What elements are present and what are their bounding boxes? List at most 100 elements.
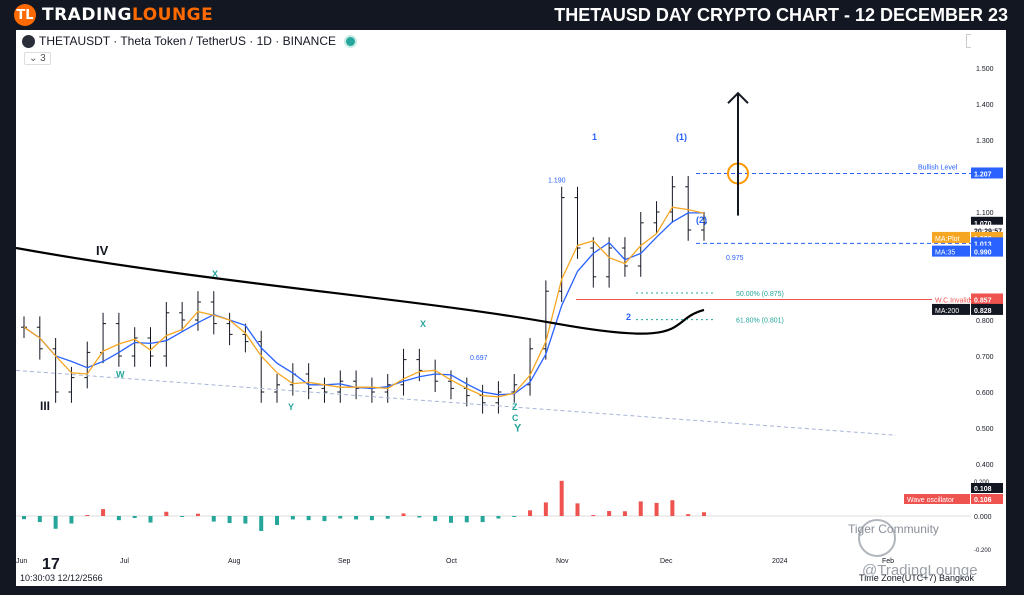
- oscillator-bar: [322, 516, 327, 522]
- indicator-count: 3: [40, 53, 46, 64]
- oscillator-bar: [195, 513, 200, 516]
- fib-50-label: 50.00% (0.875): [736, 291, 784, 298]
- line-tag: MA:Plot: [935, 236, 960, 243]
- line-tag: MA:200: [935, 308, 959, 315]
- x-tick-label: Jun: [16, 558, 27, 565]
- symbol-title: THETAUSDT · Theta Token / TetherUS · 1D …: [39, 34, 336, 48]
- y-tick-label: 1.500: [976, 66, 994, 73]
- ma200-line: [16, 246, 705, 335]
- fib-618-label: 61.80% (0.801): [736, 318, 784, 325]
- y-tick-label: 1.100: [976, 210, 994, 217]
- symbol-bar[interactable]: THETAUSDT · Theta Token / TetherUS · 1D …: [22, 34, 357, 48]
- price-label-box: [971, 237, 1003, 249]
- oscillator-scale-label: -0.200: [974, 548, 992, 554]
- price-label: 0.828: [974, 308, 992, 315]
- x-tick-label: Dec: [660, 558, 673, 565]
- line-tag-box: [932, 293, 970, 305]
- ma-plot-line: [23, 206, 705, 398]
- oscillator-bar: [275, 516, 280, 525]
- wave-label: IV: [96, 243, 109, 258]
- oscillator-bar: [69, 516, 74, 524]
- y-tick-label: 0.800: [976, 318, 994, 325]
- brand-mark-icon: TL: [14, 4, 36, 26]
- oscillator-bar: [338, 516, 343, 519]
- y-tick-label: 1.400: [976, 102, 994, 109]
- oscillator-bar: [512, 516, 517, 517]
- oscillator-bar: [686, 514, 691, 516]
- wave-label: X: [212, 269, 218, 279]
- osc-name-box: [904, 494, 970, 504]
- oscillator-bar: [702, 512, 706, 516]
- tradingview-logo: 17: [42, 556, 60, 573]
- osc-value-2: 0.106: [974, 497, 992, 504]
- wave-label: (2): [696, 215, 707, 225]
- brand-prefix: TRADING: [42, 5, 132, 25]
- oscillator-bar: [85, 515, 90, 516]
- oscillator-bar: [37, 516, 42, 523]
- trend-channel-line: [16, 369, 897, 436]
- oscillator-bar: [638, 501, 643, 516]
- price-label-box: [971, 216, 1003, 228]
- x-tick-label: Nov: [556, 558, 569, 565]
- oscillator-bar: [290, 516, 295, 520]
- osc-value-1: 0.108: [974, 486, 992, 493]
- oscillator-bar: [528, 510, 533, 516]
- wave-label: Y: [288, 402, 294, 412]
- oscillator-bar: [227, 516, 232, 524]
- oscillator-bar: [622, 511, 627, 516]
- level-0975-label: 0.975: [726, 255, 744, 262]
- oscillator-bar: [433, 516, 438, 522]
- price-label: 1.013: [974, 241, 992, 248]
- target-arrow-head-icon: [727, 91, 749, 104]
- oscillator-bar: [559, 480, 564, 516]
- oscillator-bar: [464, 516, 469, 523]
- price-label-box: [971, 167, 1003, 179]
- x-tick-label: 2024: [772, 558, 788, 565]
- price-label-box: [971, 293, 1003, 305]
- peak-label: 1.190: [548, 178, 566, 185]
- price-label: 0.857: [974, 297, 992, 304]
- oscillator-bar: [306, 516, 311, 521]
- price-chart[interactable]: 1.5001.4001.3001.1001.0000.8000.7000.600…: [16, 30, 1006, 586]
- oscillator-bar: [369, 516, 374, 521]
- oscillator-bar: [132, 516, 137, 518]
- oscillator-bar: [354, 516, 359, 520]
- y-tick-label: 0.700: [976, 354, 994, 361]
- oscillator-bar: [243, 516, 248, 524]
- y-tick-label: 0.600: [976, 390, 994, 397]
- wave-label: Z: [512, 402, 518, 412]
- oscillator-name: Wave oscillator: [907, 497, 955, 504]
- osc-value-box: [971, 483, 1003, 493]
- oscillator-bar: [385, 516, 390, 519]
- oscillator-bar: [591, 515, 596, 516]
- oscillator-bar: [496, 516, 501, 519]
- oscillator-bar: [164, 511, 169, 516]
- oscillator-bar: [670, 500, 675, 516]
- x-tick-label: Aug: [228, 558, 241, 565]
- chart-panel[interactable]: THETAUSDT · Theta Token / TetherUS · 1D …: [16, 30, 1006, 586]
- wave-label: W: [116, 370, 125, 380]
- wave-label: Y: [514, 423, 522, 435]
- oscillator-bar: [259, 516, 264, 531]
- handle-watermark: @TradingLounge: [862, 562, 978, 579]
- timezone-selector[interactable]: Time Zone(UTC+7) Bangkok: [859, 573, 974, 583]
- timestamp: 10:30:03 12/12/2566: [20, 573, 103, 583]
- x-tick-label: Sep: [338, 558, 351, 565]
- brand-suffix: LOUNGE: [131, 5, 214, 25]
- price-label: 1.070: [974, 221, 992, 228]
- oscillator-bar: [101, 509, 106, 516]
- oscillator-bar: [22, 516, 26, 520]
- oscillator-scale-label: 0.000: [974, 514, 992, 521]
- x-tick-label: Oct: [446, 558, 457, 565]
- price-label: 1.207: [974, 171, 992, 178]
- oscillator-bar: [148, 516, 153, 523]
- wave-label: 2: [626, 312, 631, 322]
- oscillator-bar: [575, 503, 580, 516]
- level-0697-label: 0.697: [470, 355, 488, 362]
- indicator-count-toggle[interactable]: ⌄ 3: [24, 52, 51, 65]
- brand-name: TRADINGLOUNGE: [42, 5, 213, 25]
- y-tick-label: 0.500: [976, 426, 994, 433]
- oscillator-bar: [543, 502, 548, 516]
- wave-label: III: [40, 399, 50, 413]
- oscillator-bar: [448, 516, 453, 523]
